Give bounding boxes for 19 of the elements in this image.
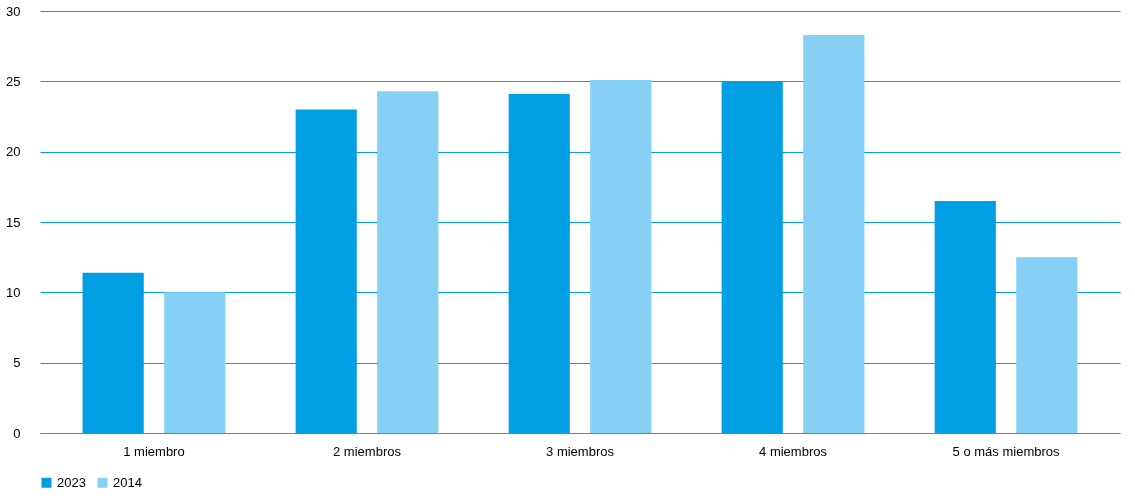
bar: [803, 34, 865, 433]
bar: [164, 292, 226, 433]
bar: [377, 91, 439, 433]
x-tick-label: 3 miembros: [546, 443, 615, 459]
x-tick-label: 2 miembros: [333, 443, 402, 459]
legend-label: 2014: [113, 474, 142, 490]
y-tick-label: 10: [6, 284, 21, 300]
y-tick-label: 20: [6, 144, 21, 160]
y-tick-label: 0: [13, 425, 21, 441]
bar: [1016, 257, 1078, 433]
y-tick-label: 30: [6, 3, 21, 19]
x-tick-label: 4 miembros: [759, 443, 828, 459]
y-tick-label: 25: [6, 73, 21, 89]
x-tick-label: 5 o más miembros: [952, 443, 1060, 459]
bar: [590, 79, 652, 433]
y-tick-label: 15: [6, 214, 21, 230]
y-tick-label: 5: [13, 355, 21, 371]
x-tick-label: 1 miembro: [123, 443, 185, 459]
legend-label: 2023: [57, 474, 86, 490]
